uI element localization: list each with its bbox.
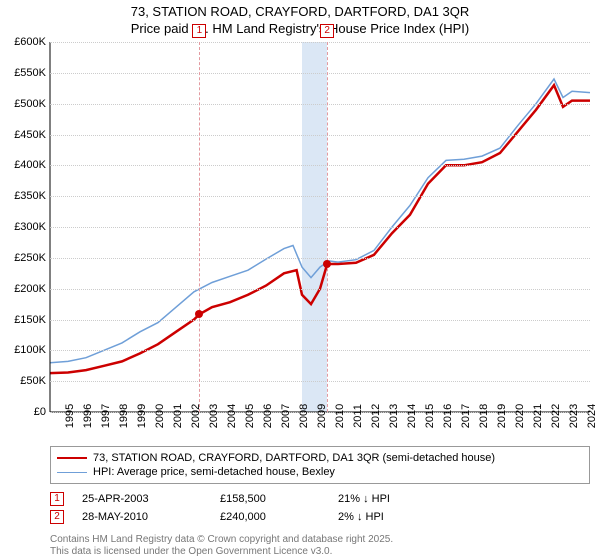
gridline-h	[50, 73, 590, 74]
sale-marker-box: 1	[192, 24, 206, 38]
sale-price: £240,000	[220, 511, 320, 523]
x-tick-label: 2022	[536, 404, 548, 428]
y-tick-label: £250K	[14, 252, 46, 264]
x-tick-label: 1999	[122, 404, 134, 428]
gridline-h	[50, 289, 590, 290]
x-tick-label: 1996	[68, 404, 80, 428]
sale-date: 25-APR-2003	[82, 493, 202, 505]
x-tick-label: 2005	[230, 404, 242, 428]
gridline-h	[50, 350, 590, 351]
x-tick-label: 1998	[104, 404, 116, 428]
x-tick-label: 2012	[356, 404, 368, 428]
x-tick-label: 2001	[158, 404, 170, 428]
gridline-h	[50, 320, 590, 321]
gridline-h	[50, 258, 590, 259]
footnote-line-1: Contains HM Land Registry data © Crown c…	[50, 534, 393, 546]
legend-label: HPI: Average price, semi-detached house,…	[93, 466, 335, 478]
y-tick-label: £550K	[14, 67, 46, 79]
x-tick-label: 2006	[248, 404, 260, 428]
gridline-h	[50, 42, 590, 43]
x-tick-label: 2025	[590, 404, 600, 428]
gridline-h	[50, 104, 590, 105]
y-tick-label: £350K	[14, 190, 46, 202]
plot-area: £0£50K£100K£150K£200K£250K£300K£350K£400…	[50, 42, 590, 412]
x-tick-label: 2016	[428, 404, 440, 428]
y-tick-label: £500K	[14, 98, 46, 110]
x-tick-label: 2018	[464, 404, 476, 428]
y-tick-label: £300K	[14, 221, 46, 233]
sales-table: 1 25-APR-2003 £158,500 21% ↓ HPI 2 28-MAY-201…	[50, 490, 590, 526]
x-tick-label: 2002	[176, 404, 188, 428]
sale-index-box: 1	[50, 492, 64, 506]
y-tick-label: £150K	[14, 314, 46, 326]
sale-delta: 21% ↓ HPI	[338, 493, 390, 505]
x-tick-label: 2008	[284, 404, 296, 428]
title-line-1: 73, STATION ROAD, CRAYFORD, DARTFORD, DA…	[0, 4, 600, 21]
x-tick-label: 2017	[446, 404, 458, 428]
chart-title: 73, STATION ROAD, CRAYFORD, DARTFORD, DA…	[0, 0, 600, 38]
x-tick-label: 2007	[266, 404, 278, 428]
x-tick-label: 2019	[482, 404, 494, 428]
x-tick-label: 2011	[338, 404, 350, 428]
x-tick-label: 2013	[374, 404, 386, 428]
y-tick-label: £0	[34, 406, 46, 418]
x-tick-label: 2010	[320, 404, 332, 428]
y-tick-label: £400K	[14, 159, 46, 171]
legend: 73, STATION ROAD, CRAYFORD, DARTFORD, DA…	[50, 446, 590, 484]
x-tick-label: 2024	[572, 404, 584, 428]
sale-delta: 2% ↓ HPI	[338, 511, 384, 523]
x-tick-label: 2023	[554, 404, 566, 428]
legend-swatch	[57, 472, 87, 473]
sale-index-box: 2	[50, 510, 64, 524]
y-tick-label: £100K	[14, 344, 46, 356]
x-tick-label: 2000	[140, 404, 152, 428]
x-tick-label: 2015	[410, 404, 422, 428]
sale-marker-box: 2	[320, 24, 334, 38]
sale-dot	[195, 310, 203, 318]
sale-vline	[327, 42, 328, 412]
y-tick-label: £50K	[20, 375, 46, 387]
gridline-h	[50, 196, 590, 197]
sale-vline	[199, 42, 200, 412]
x-tick-label: 2021	[518, 404, 530, 428]
x-tick-label: 2020	[500, 404, 512, 428]
y-tick-label: £450K	[14, 129, 46, 141]
x-tick-label: 2004	[212, 404, 224, 428]
y-tick-label: £600K	[14, 36, 46, 48]
legend-row: HPI: Average price, semi-detached house,…	[57, 465, 583, 479]
legend-swatch	[57, 457, 87, 459]
x-tick-label: 1997	[86, 404, 98, 428]
gridline-h	[50, 381, 590, 382]
footnote: Contains HM Land Registry data © Crown c…	[50, 534, 393, 558]
x-tick-label: 2014	[392, 404, 404, 428]
sale-price: £158,500	[220, 493, 320, 505]
sale-dot	[323, 260, 331, 268]
series-price_paid	[50, 85, 590, 373]
gridline-h	[50, 165, 590, 166]
footnote-line-2: This data is licensed under the Open Gov…	[50, 546, 393, 558]
legend-row: 73, STATION ROAD, CRAYFORD, DARTFORD, DA…	[57, 451, 583, 465]
y-tick-label: £200K	[14, 283, 46, 295]
gridline-h	[50, 227, 590, 228]
sale-date: 28-MAY-2010	[82, 511, 202, 523]
x-tick-label: 2009	[302, 404, 314, 428]
gridline-h	[50, 135, 590, 136]
sale-row: 1 25-APR-2003 £158,500 21% ↓ HPI	[50, 490, 590, 508]
x-tick-label: 1995	[50, 404, 62, 428]
sale-row: 2 28-MAY-2010 £240,000 2% ↓ HPI	[50, 508, 590, 526]
title-line-2: Price paid vs. HM Land Registry's House …	[0, 21, 600, 38]
chart-container: 73, STATION ROAD, CRAYFORD, DARTFORD, DA…	[0, 0, 600, 560]
legend-label: 73, STATION ROAD, CRAYFORD, DARTFORD, DA…	[93, 452, 495, 464]
